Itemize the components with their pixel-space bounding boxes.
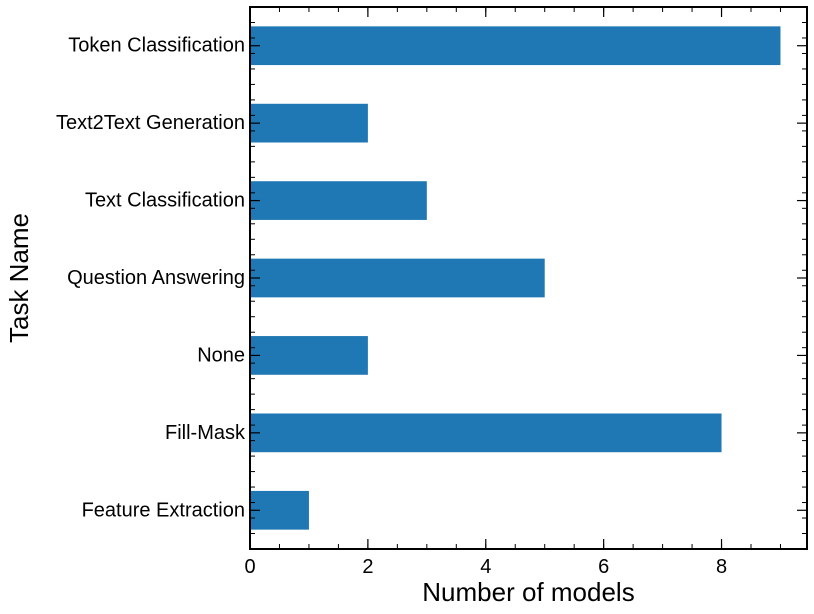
bar-text-classification [250, 181, 427, 220]
tick-labels-group: Token Classification Text2Text Generation… [56, 35, 727, 578]
y-tick-label-fill-mask: Fill-Mask [165, 422, 246, 444]
bar-fill-mask [250, 413, 722, 453]
x-tick-label-0: 0 [244, 556, 255, 578]
plot-frame [249, 6, 808, 550]
y-tick-label-none: None [197, 344, 245, 366]
bar-none [250, 336, 368, 375]
y-tick-label-text-classification: Text Classification [85, 190, 245, 212]
bars-group [250, 26, 781, 530]
x-axis-title: Number of models [422, 577, 634, 607]
x-tick-label-2: 2 [362, 556, 373, 578]
y-tick-label-feature-extraction: Feature Extraction [82, 499, 245, 521]
y-tick-label-text2text-generation: Text2Text Generation [56, 112, 245, 134]
bar-question-answering [250, 258, 545, 298]
y-tick-label-question-answering: Question Answering [67, 267, 245, 289]
bar-text2text-generation [250, 103, 368, 143]
x-tick-label-6: 6 [598, 556, 609, 578]
y-axis-title: Task Name [4, 213, 34, 343]
y-tick-label-token-classification: Token Classification [68, 35, 245, 57]
x-tick-label-4: 4 [480, 556, 491, 578]
x-tick-label-8: 8 [716, 556, 727, 578]
bar-token-classification [250, 26, 781, 66]
